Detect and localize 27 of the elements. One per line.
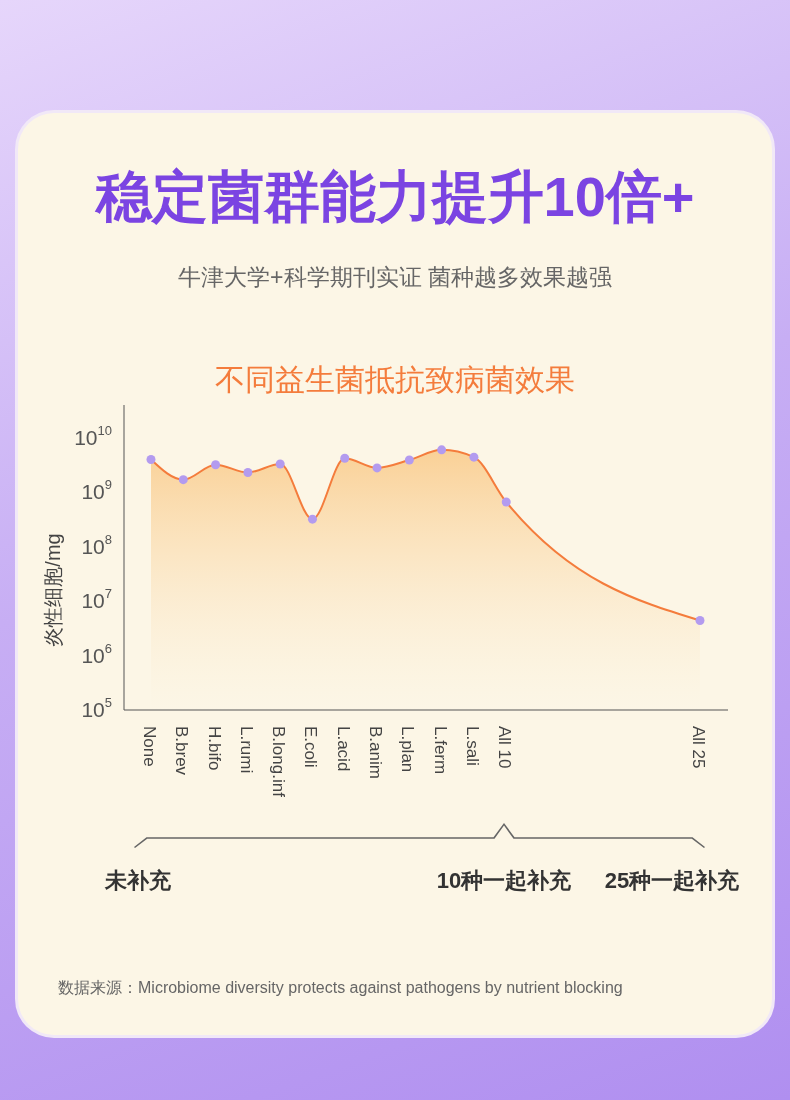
x-tick-label: B.anim xyxy=(366,726,386,779)
x-tick-label: B.long.inf xyxy=(269,726,289,798)
y-axis-title: 炎性细胞/mg xyxy=(42,533,64,647)
x-tick-label: All 10 xyxy=(495,726,515,769)
source-note: 数据来源：Microbiome diversity protects against pathogens by nutrient blocking xyxy=(58,978,624,998)
x-tick-label: L.acid xyxy=(333,726,353,772)
y-tick-label: 10$^{8}$ xyxy=(81,531,112,558)
x-tick-label: L.ferm xyxy=(430,726,450,775)
text: 10种一起补充 xyxy=(435,867,573,895)
y-tick-label: 10$^{5}$ xyxy=(81,695,112,721)
x-tick-label: L.plan xyxy=(398,726,418,773)
x-tick-label: L.rumi xyxy=(236,726,256,774)
chart-title: 稳定菌群能力提升10倍+ xyxy=(94,164,696,230)
text: 不同益生菌抵抗致病菌效果 xyxy=(214,362,576,398)
chart-subtitle: 牛津大学+科学期刊实证 菌种越多效果越强 xyxy=(177,263,613,292)
y-tick-label: 10$^{9}$ xyxy=(81,477,112,504)
text: 25种一起补充 xyxy=(603,867,741,895)
x-tick-label: None xyxy=(140,726,159,767)
x-tick-label: B.brev xyxy=(172,726,192,776)
y-tick-label: 10$^{6}$ xyxy=(81,640,112,667)
text: 未补充 xyxy=(104,867,172,895)
y-tick-label: 10$^{7}$ xyxy=(81,586,112,613)
x-tick-label: L.sali xyxy=(462,726,482,766)
x-tick-label: H.bifo xyxy=(204,726,224,771)
y-tick-label: 10$^{10}$ xyxy=(74,423,112,449)
x-tick-label: E.coli xyxy=(301,726,321,768)
x-tick-label: All 25 xyxy=(689,726,708,769)
